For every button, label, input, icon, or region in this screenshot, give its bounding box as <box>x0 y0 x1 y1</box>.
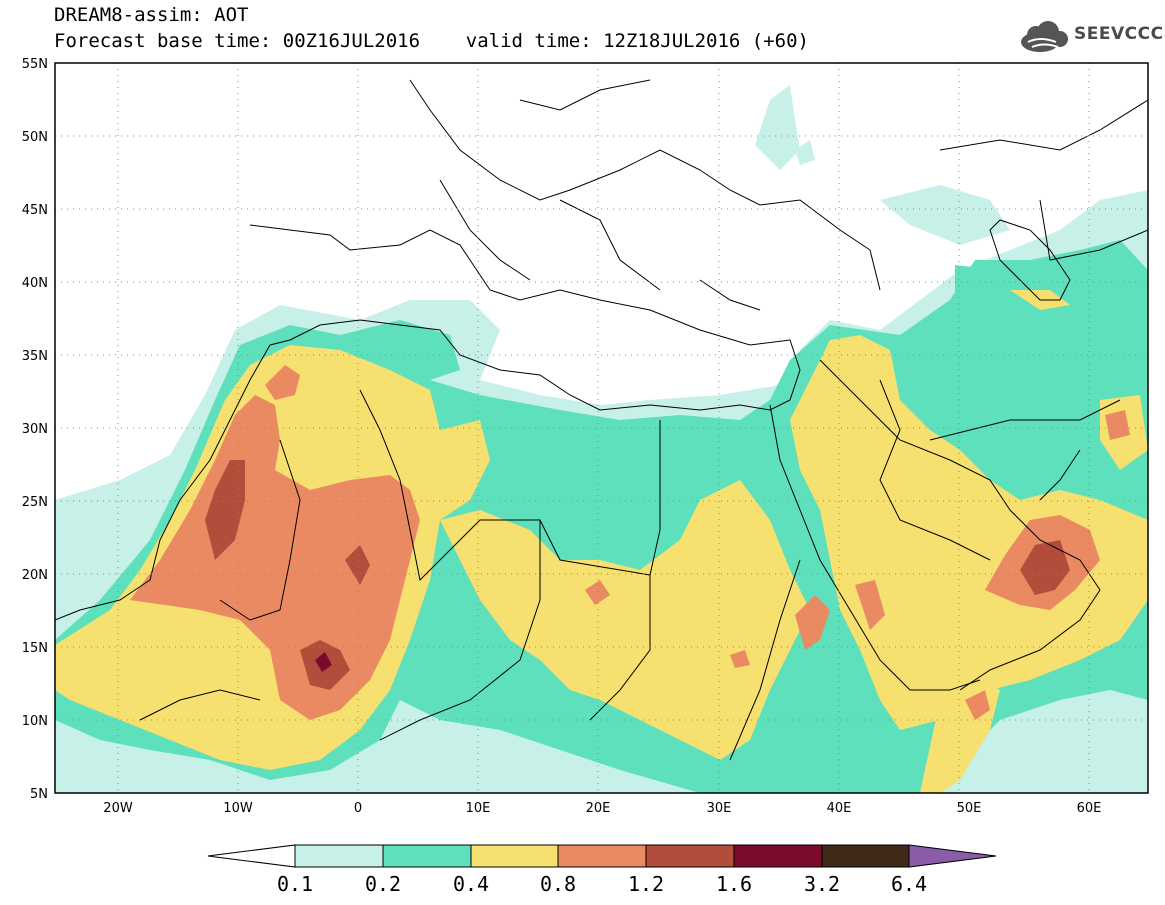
lon-label: 50E <box>957 801 982 816</box>
colorbar-segment <box>207 844 296 868</box>
aot-region-low-caspian-north <box>880 185 1010 245</box>
lat-label: 35N <box>22 349 48 364</box>
lat-label: 50N <box>22 130 48 145</box>
colorbar-label: 6.4 <box>891 872 927 896</box>
aot-region-vhigh-chad <box>585 580 610 605</box>
colorbar-label: 1.2 <box>628 872 664 896</box>
colorbar-segment <box>733 844 823 868</box>
aot-region-low-ukraine-east <box>795 140 815 165</box>
colorbar-label: 1.6 <box>716 872 752 896</box>
colorbar-segment <box>557 844 647 868</box>
lat-label: 45N <box>22 203 48 218</box>
gridlines <box>55 63 1148 793</box>
aot-region-vhigh-ethiopia <box>730 650 750 668</box>
aot-region-high-central-africa <box>440 480 810 760</box>
aot-region-low-ukraine <box>755 85 800 170</box>
colorbar: 0.1 0.2 0.4 0.8 1.2 1.6 3.2 6.4 <box>207 844 997 896</box>
lat-label: 55N <box>22 57 48 72</box>
lat-label: 40N <box>22 276 48 291</box>
aot-region-vhigh-sudan <box>795 595 830 650</box>
colorbar-segment <box>645 844 735 868</box>
lon-label: 20E <box>586 801 611 816</box>
lon-label: 10E <box>466 801 491 816</box>
lat-label: 30N <box>22 422 48 437</box>
lat-label: 15N <box>22 641 48 656</box>
title-line-2: Forecast base time: 00Z16JUL2016 valid t… <box>54 30 809 52</box>
title-line-1: DREAM8-assim: AOT <box>54 4 249 26</box>
lat-label: 20N <box>22 568 48 583</box>
lat-label: 10N <box>22 714 48 729</box>
lat-label: 25N <box>22 495 48 510</box>
lon-label: 10W <box>223 801 253 816</box>
aot-region-peak <box>315 652 332 672</box>
lon-label: 40E <box>827 801 852 816</box>
colorbar-segment <box>294 844 384 868</box>
lat-axis: 55N 50N 45N 40N 35N 30N 25N 20N 15N 10N … <box>22 57 48 802</box>
colorbar-label: 0.1 <box>277 872 313 896</box>
aot-region-vhigh-iraq <box>1105 410 1130 440</box>
lat-label: 5N <box>30 787 48 802</box>
colorbar-label: 0.8 <box>540 872 576 896</box>
aot-region-extreme-mauritania <box>205 460 245 560</box>
lon-label: 60E <box>1077 801 1102 816</box>
aot-region-vhigh-mali <box>130 395 420 720</box>
cloud-icon <box>1021 21 1068 52</box>
aot-region-vhigh-redsea <box>855 580 885 630</box>
logo-text: SEEVCCC <box>1074 24 1164 44</box>
colorbar-segment <box>908 844 997 868</box>
aot-region-vhigh-somalia <box>965 690 990 720</box>
aot-region-high-arabia <box>790 335 1148 730</box>
aot-region-mid-north-iran <box>940 335 1100 395</box>
lon-label: 20W <box>103 801 133 816</box>
lon-label: 30E <box>707 801 732 816</box>
coastlines <box>55 79 1148 761</box>
colorbar-segment <box>470 844 559 868</box>
aot-region-vhigh-morocco <box>265 365 300 400</box>
map-frame <box>54 62 1149 794</box>
aot-region-extreme-oman <box>1020 540 1070 595</box>
aot-region-extreme-mali-center <box>345 545 370 585</box>
lon-axis: 20W 10W 0 10E 20E 30E 40E 50E 60E <box>103 801 1101 816</box>
lon-label: 0 <box>354 801 362 816</box>
colorbar-label: 3.2 <box>804 872 840 896</box>
colorbar-label: 0.4 <box>453 872 489 896</box>
colorbar-segment <box>821 844 910 868</box>
colorbar-label: 0.2 <box>365 872 401 896</box>
colorbar-segment <box>382 844 472 868</box>
